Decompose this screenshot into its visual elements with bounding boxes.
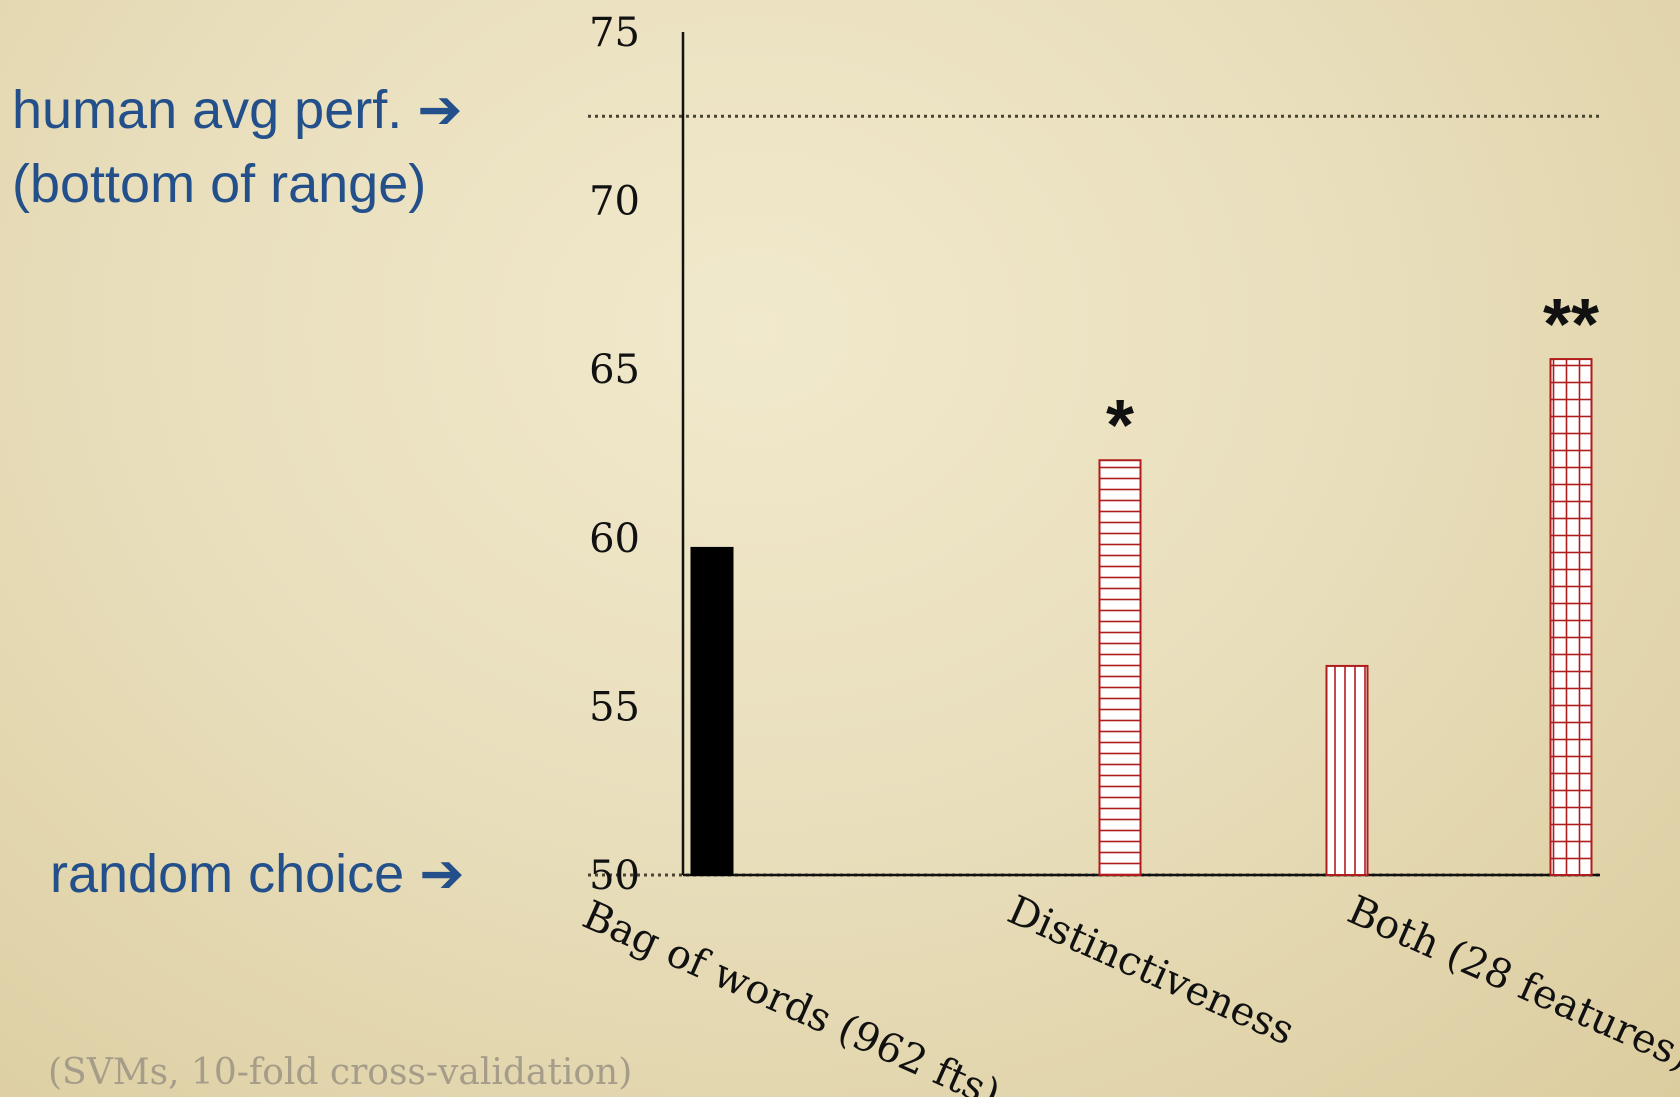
human-avg-sublabel: (bottom of range): [12, 154, 427, 214]
bar: [1549, 358, 1593, 877]
y-tick-label: 55: [589, 684, 640, 730]
x-tick-label: Both (28 features): [1341, 887, 1680, 1080]
y-tick-labels: 50 55 60 65 70 75: [589, 10, 640, 899]
significance-marker: **: [1543, 285, 1599, 365]
reference-lines: [588, 114, 1602, 877]
significance-marker: *: [1106, 386, 1134, 466]
bar: [1098, 459, 1142, 876]
x-tick-labels: Bag of words (962 fts)Distinctiveness Bot…: [576, 887, 1680, 1097]
y-tick-label: 65: [589, 347, 640, 393]
x-tick-label: Distinctiveness: [1001, 887, 1301, 1054]
y-tick-label: 75: [589, 10, 640, 56]
x-tick-label: Bag of words (962 fts): [576, 892, 1007, 1097]
bar: [1325, 664, 1369, 876]
y-tick-label: 70: [589, 179, 640, 225]
bar: [690, 546, 734, 877]
human-avg-label: human avg perf. ➔: [12, 80, 463, 140]
bars: [690, 358, 1593, 877]
significance-markers: ***: [1106, 285, 1599, 466]
y-tick-label: 50: [589, 853, 640, 899]
method-note: (SVMs, 10-fold cross-validation): [48, 1052, 633, 1093]
y-tick-label: 60: [589, 516, 640, 562]
random-choice-label: random choice ➔: [50, 844, 465, 904]
